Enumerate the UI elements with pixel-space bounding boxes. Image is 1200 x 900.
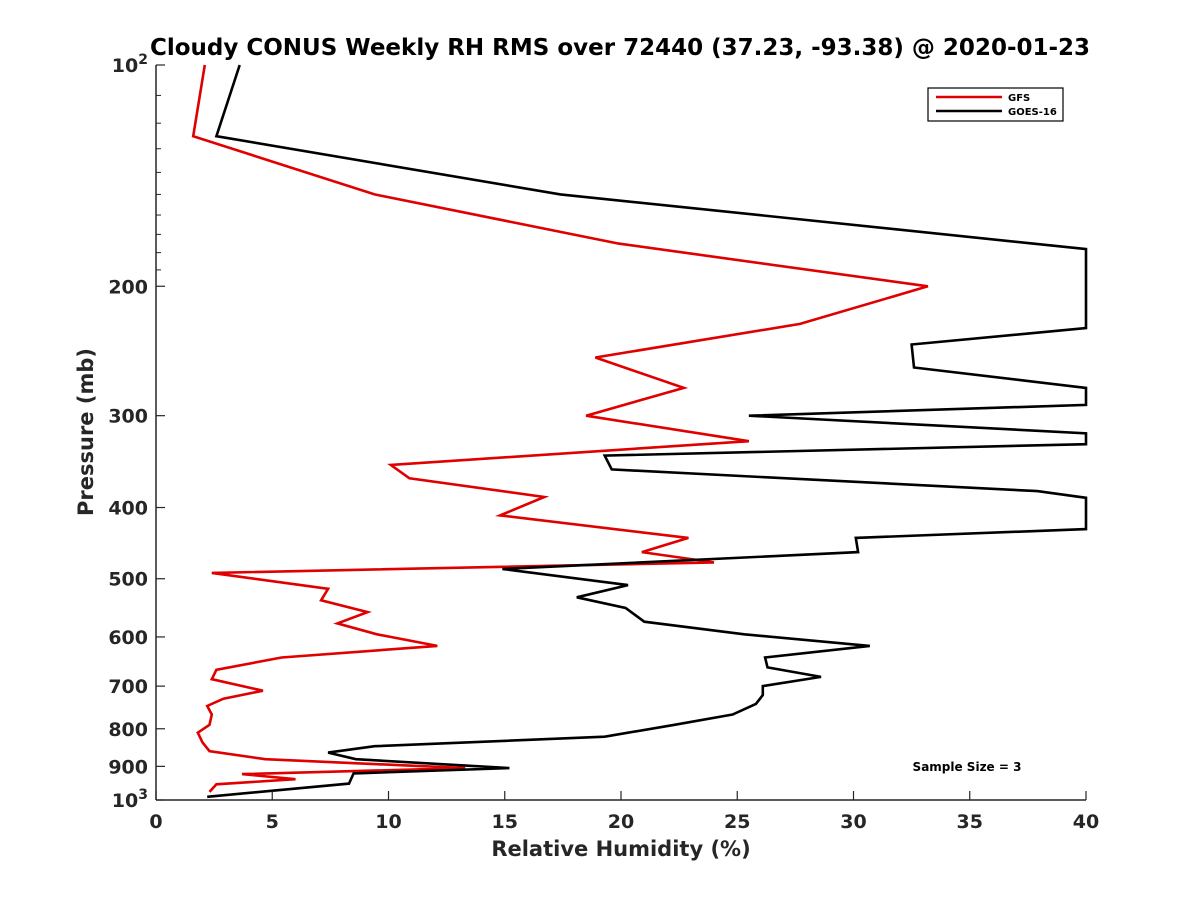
x-tick-label: 5	[266, 811, 279, 833]
plot-area	[156, 65, 1086, 800]
x-tick-label: 40	[1073, 811, 1099, 833]
y-tick-label: 600	[108, 627, 148, 649]
y-tick-label: 200	[108, 276, 148, 298]
y-axis-label: Pressure (mb)	[74, 348, 98, 516]
y-tick-label: 700	[108, 676, 148, 698]
series-line-gfs	[191, 64, 929, 793]
x-tick-label: 10	[375, 811, 401, 833]
series-line-goes16	[207, 64, 1088, 799]
y-tick-label: 102	[112, 52, 148, 77]
chart-title: Cloudy CONUS Weekly RH RMS over 72440 (3…	[150, 35, 1090, 61]
x-tick-label: 15	[492, 811, 518, 833]
axes-layer: 0 5 10 15 20 25 30 35 40 102 200 300 400 500 600 700 800…	[108, 52, 1099, 833]
legend-box	[927, 87, 1064, 122]
legend-label-gfs: GFS	[1008, 93, 1030, 104]
legend: GFS GOES-16	[927, 87, 1064, 122]
series-layer	[191, 64, 1088, 799]
x-tick-label: 35	[957, 811, 983, 833]
x-axis-label: Relative Humidity (%)	[491, 837, 750, 861]
sample-size-annotation: Sample Size = 3	[913, 760, 1022, 774]
y-tick-label: 400	[108, 498, 148, 520]
x-tick-label: 25	[724, 811, 750, 833]
y-tick-label: 103	[112, 787, 148, 812]
y-tick-label: 800	[108, 719, 148, 741]
x-tick-label: 30	[840, 811, 866, 833]
x-tick-label: 20	[608, 811, 634, 833]
y-tick-label: 300	[108, 406, 148, 428]
y-tick-label: 500	[108, 569, 148, 591]
x-tick-label: 0	[149, 811, 162, 833]
y-tick-label: 900	[108, 756, 148, 778]
legend-label-goes16: GOES-16	[1008, 107, 1057, 118]
